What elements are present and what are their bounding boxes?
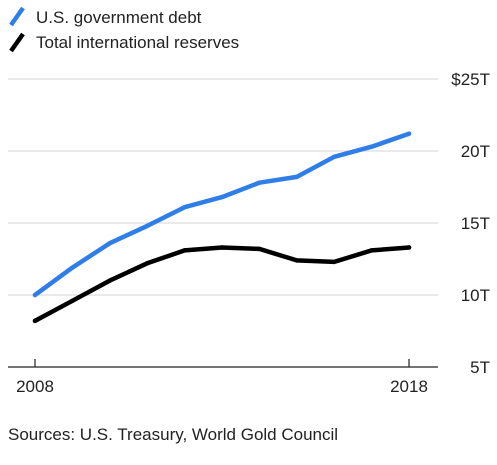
y-tick-label: 20T: [461, 142, 490, 161]
data-point: [70, 298, 75, 303]
data-point: [107, 240, 113, 246]
legend: U.S. government debt Total international…: [9, 6, 239, 53]
gridlines: [8, 78, 438, 296]
x-tick-label: 2008: [16, 377, 54, 396]
data-point: [107, 278, 113, 283]
data-point: [369, 248, 374, 253]
data-point: [257, 246, 262, 252]
data-point: [145, 223, 150, 229]
data-point: [145, 261, 150, 266]
series-lines: [32, 131, 412, 324]
source-note: Sources: U.S. Treasury, World Gold Counc…: [8, 425, 338, 444]
data-point: [32, 318, 38, 324]
data-point: [219, 194, 225, 200]
legend-item-us-debt: U.S. government debt: [9, 6, 202, 27]
y-tick-label: 15T: [461, 214, 490, 233]
data-point: [406, 245, 412, 250]
legend-label-us-debt: U.S. government debt: [36, 8, 202, 27]
data-point: [70, 265, 75, 270]
data-point: [294, 174, 299, 180]
x-axis: 2008 2018: [8, 359, 438, 396]
data-point: [294, 258, 299, 263]
legend-swatch-reserves: [9, 32, 25, 53]
data-point: [182, 204, 187, 210]
legend-label-reserves: Total international reserves: [36, 33, 239, 52]
legend-swatch-us-debt: [9, 6, 25, 27]
series-line-reserves: [32, 245, 412, 324]
data-point: [406, 131, 412, 136]
x-tick-label: 2018: [390, 377, 428, 396]
y-tick-label: $25T: [451, 70, 490, 89]
y-tick-label: 10T: [461, 286, 490, 305]
data-point: [32, 292, 38, 298]
data-point: [182, 248, 187, 253]
data-point: [332, 259, 337, 265]
series-line-us-debt: [32, 131, 412, 298]
data-point: [369, 144, 374, 149]
legend-item-reserves: Total international reserves: [9, 32, 239, 53]
y-axis-tick-labels: 5T 10T 15T 20T $25T: [451, 70, 490, 377]
data-point: [332, 154, 337, 159]
data-point: [219, 245, 225, 250]
data-point: [257, 180, 262, 185]
y-tick-label: 5T: [470, 358, 490, 377]
